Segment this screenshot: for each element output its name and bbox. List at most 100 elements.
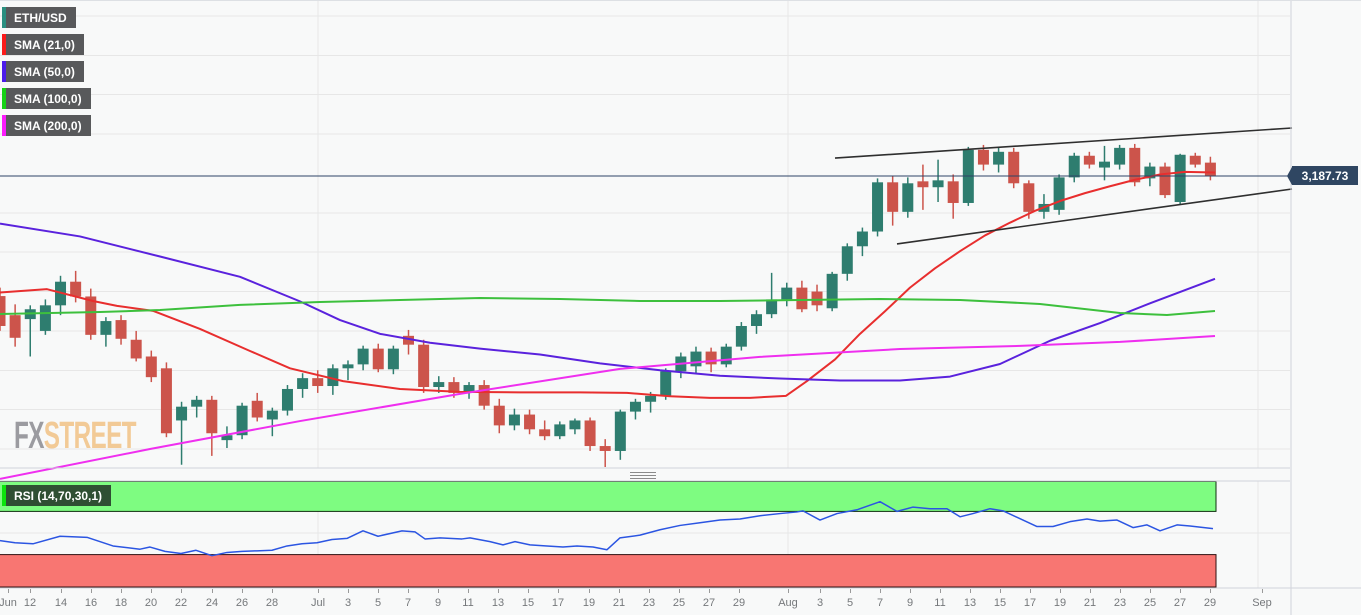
time-axis-tick <box>30 589 31 593</box>
time-axis-label: 23 <box>1113 597 1127 609</box>
time-axis-label: 28 <box>265 597 279 609</box>
time-axis-tick <box>212 589 213 593</box>
time-axis-label: 19 <box>1053 597 1067 609</box>
time-axis-tick <box>468 589 469 593</box>
time-axis-label: 25 <box>1143 597 1157 609</box>
current-price-badge: 3,187.73 <box>1287 166 1358 186</box>
time-axis-tick <box>910 589 911 593</box>
symbol-title: ETH/USD <box>14 10 67 25</box>
sma-badge[interactable]: SMA (100,0) <box>2 88 91 109</box>
rsi-stripe-icon <box>2 485 6 506</box>
time-axis-label: Sep <box>1252 597 1272 609</box>
time-axis-label: 14 <box>54 597 68 609</box>
time-axis-tick <box>91 589 92 593</box>
time-axis-label: 27 <box>702 597 716 609</box>
sma-badge-list: SMA (21,0) SMA (50,0) SMA (100,0) SMA (200,… <box>2 34 91 136</box>
rsi-badge[interactable]: RSI (14,70,30,1) <box>2 485 112 506</box>
time-axis-label: 25 <box>672 597 686 609</box>
time-axis-tick <box>438 589 439 593</box>
time-axis-tick <box>61 589 62 593</box>
time-axis-tick <box>348 589 349 593</box>
time-axis-label: 3 <box>344 597 352 609</box>
price-badge-arrow-icon <box>1287 166 1292 185</box>
sma-badge[interactable]: SMA (200,0) <box>2 115 91 136</box>
time-axis-label: 15 <box>521 597 535 609</box>
time-axis-tick <box>880 589 881 593</box>
time-axis-label: 3 <box>816 597 824 609</box>
time-axis-tick <box>679 589 680 593</box>
time-axis-tick <box>272 589 273 593</box>
fxstreet-watermark: FXSTREET <box>14 415 137 458</box>
time-axis-tick <box>1000 589 1001 593</box>
sma-label: SMA (21,0) <box>14 37 75 52</box>
sma-stripe-icon <box>2 115 6 136</box>
sma-stripe-icon <box>2 61 6 82</box>
time-axis-label: 11 <box>934 597 946 609</box>
time-axis-label: Jul <box>310 597 326 609</box>
pane-resize-handle[interactable] <box>630 472 656 480</box>
time-axis-label: 17 <box>1023 597 1037 609</box>
time-axis-tick <box>940 589 941 593</box>
time-axis-tick <box>1120 589 1121 593</box>
current-price-value: 3,187.73 <box>1301 168 1349 183</box>
time-axis-label: Aug <box>778 597 798 609</box>
time-axis-tick <box>1262 589 1263 593</box>
time-axis-label: 11 <box>462 597 474 609</box>
time-axis-tick <box>1090 589 1091 593</box>
time-axis-tick <box>121 589 122 593</box>
time-axis-tick <box>1150 589 1151 593</box>
time-axis-label: 19 <box>582 597 596 609</box>
time-axis-tick <box>151 589 152 593</box>
time-axis-tick <box>1210 589 1211 593</box>
sma-badge[interactable]: SMA (50,0) <box>2 61 84 82</box>
time-axis-tick <box>1060 589 1061 593</box>
time-axis-tick <box>820 589 821 593</box>
time-axis-tick <box>619 589 620 593</box>
time-axis-label: 17 <box>551 597 565 609</box>
time-axis-tick <box>788 589 789 593</box>
time-axis-label: 27 <box>1173 597 1187 609</box>
time-axis-label: 29 <box>1203 597 1217 609</box>
time-axis-label: 15 <box>993 597 1007 609</box>
time-axis-label: 5 <box>846 597 854 609</box>
time-axis-tick <box>181 589 182 593</box>
rsi-label: RSI (14,70,30,1) <box>14 488 103 503</box>
time-axis-label: 9 <box>906 597 914 609</box>
time-axis-tick <box>970 589 971 593</box>
symbol-stripe-icon <box>2 7 6 28</box>
watermark-street: STREET <box>43 415 137 457</box>
sma-badge[interactable]: SMA (21,0) <box>2 34 84 55</box>
time-axis-label: 18 <box>114 597 128 609</box>
indicator-legend: ETH/USD SMA (21,0) SMA (50,0) SMA (100,0) S… <box>2 7 91 142</box>
time-axis-tick <box>378 589 379 593</box>
time-axis-label: 13 <box>491 597 505 609</box>
sma-label: SMA (200,0) <box>14 118 82 133</box>
time-axis-label: 5 <box>374 597 382 609</box>
time-axis-tick <box>589 589 590 593</box>
time-axis-label: 22 <box>174 597 188 609</box>
time-axis-tick <box>850 589 851 593</box>
time-axis-tick <box>1030 589 1031 593</box>
time-axis-label: Jun <box>0 597 17 609</box>
time-axis-tick <box>408 589 409 593</box>
time-axis-label: 21 <box>612 597 626 609</box>
time-axis-tick <box>528 589 529 593</box>
time-axis-tick <box>498 589 499 593</box>
price-axis[interactable]: 4,000.003,800.003,600.003,400.003,000.00… <box>1291 1 1361 615</box>
time-axis-tick <box>709 589 710 593</box>
sma-stripe-icon <box>2 34 6 55</box>
sma-label: SMA (100,0) <box>14 91 82 106</box>
symbol-badge[interactable]: ETH/USD <box>2 7 76 28</box>
time-axis-label: 26 <box>235 597 249 609</box>
time-axis-tick <box>649 589 650 593</box>
time-axis-label: 23 <box>642 597 656 609</box>
time-axis-label: 20 <box>144 597 158 609</box>
time-axis-label: 7 <box>876 597 884 609</box>
time-axis-label: 7 <box>404 597 412 609</box>
time-axis-tick <box>558 589 559 593</box>
time-axis-label: 9 <box>434 597 442 609</box>
time-axis-label: 12 <box>23 597 37 609</box>
time-axis-label: 16 <box>84 597 98 609</box>
